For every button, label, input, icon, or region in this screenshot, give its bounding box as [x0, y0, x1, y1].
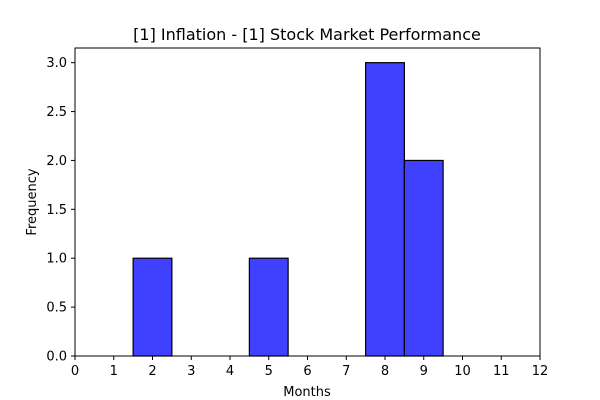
x-tick-label: 8 — [381, 364, 389, 379]
x-tick-label: 10 — [454, 364, 471, 379]
bar-month-8 — [365, 62, 405, 357]
x-tick-label: 4 — [226, 364, 234, 379]
chart-title: [1] Inflation - [1] Stock Market Perform… — [133, 25, 481, 44]
x-tick-label: 12 — [532, 364, 549, 379]
y-tick-label: 0.5 — [46, 301, 67, 316]
x-tick-label: 11 — [493, 364, 510, 379]
y-tick-label: 3.0 — [46, 56, 67, 71]
x-tick-label: 7 — [342, 364, 350, 379]
y-tick-label: 1.0 — [46, 252, 67, 267]
x-axis: 0 1 2 3 4 5 6 7 8 9 10 11 12 — [71, 356, 548, 379]
x-tick-label: 6 — [303, 364, 311, 379]
x-tick-label: 9 — [420, 364, 428, 379]
y-axis: 0.0 0.5 1.0 1.5 2.0 2.5 3.0 — [46, 56, 75, 365]
y-tick-label: 2.0 — [46, 154, 67, 169]
bar-month-2 — [132, 257, 173, 357]
x-tick-label: 0 — [71, 364, 79, 379]
y-axis-label: Frequency — [25, 168, 40, 235]
bar-month-5 — [248, 257, 289, 357]
bar-month-9 — [403, 159, 444, 357]
y-tick-label: 1.5 — [46, 203, 67, 218]
y-tick-label: 0.0 — [46, 350, 67, 365]
x-tick-label: 2 — [148, 364, 156, 379]
x-tick-label: 1 — [110, 364, 118, 379]
x-tick-label: 5 — [265, 364, 273, 379]
y-tick-label: 2.5 — [46, 105, 67, 120]
x-tick-label: 3 — [187, 364, 195, 379]
bars-layer — [132, 62, 444, 357]
x-axis-label: Months — [283, 385, 331, 400]
